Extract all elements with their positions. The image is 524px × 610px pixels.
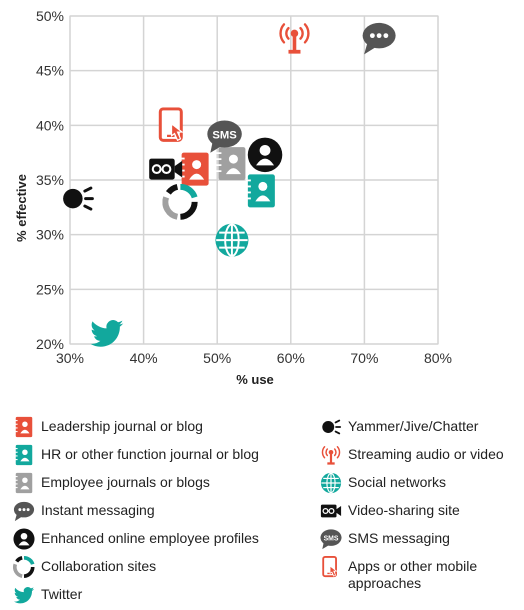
legend-label: Employee journals or blogs bbox=[41, 474, 210, 490]
legend-label: Yammer/Jive/Chatter bbox=[348, 418, 479, 434]
x-tick-label: 60% bbox=[277, 350, 305, 366]
legend-label: Video-sharing site bbox=[348, 502, 460, 518]
legend-item: Employee journals or blogs bbox=[13, 474, 303, 494]
legend-label: Instant messaging bbox=[41, 502, 155, 518]
y-tick-label: 35% bbox=[36, 172, 64, 188]
instant-messaging-icon bbox=[13, 500, 35, 522]
employee-blog-icon bbox=[216, 147, 245, 180]
svg-text:SMS: SMS bbox=[212, 130, 237, 142]
legend-label: Streaming audio or video bbox=[348, 446, 504, 462]
employee-profile-icon bbox=[13, 528, 35, 550]
sms-icon: SMS bbox=[207, 121, 242, 153]
x-tick-label: 70% bbox=[350, 350, 378, 366]
legend-item: Leadership journal or blog bbox=[13, 418, 303, 438]
mobile-apps-icon bbox=[160, 109, 182, 141]
y-tick-label: 40% bbox=[36, 117, 64, 133]
x-tick-label: 30% bbox=[56, 350, 84, 366]
legend-label: Twitter bbox=[41, 586, 83, 602]
legend-item: Streaming audio or video bbox=[320, 446, 520, 466]
legend-item: Social networks bbox=[320, 474, 520, 494]
y-tick-labels: 20% 25% 30% 35% 40% 45% 50% bbox=[36, 8, 64, 352]
y-tick-label: 20% bbox=[36, 336, 64, 352]
hr-blog-icon bbox=[246, 174, 275, 207]
employee-blog-icon bbox=[13, 472, 35, 494]
legend-item: SMS SMS messaging bbox=[320, 530, 520, 550]
leadership-blog-icon bbox=[13, 416, 35, 438]
y-tick-label: 45% bbox=[36, 63, 64, 79]
leadership-blog-icon bbox=[179, 153, 208, 186]
x-axis-title: % use bbox=[236, 372, 274, 387]
legend-label: Social networks bbox=[348, 474, 447, 490]
social-network-icon bbox=[215, 224, 248, 257]
streaming-icon bbox=[320, 444, 342, 466]
legend-item: Apps or other mobile approaches bbox=[320, 558, 490, 592]
y-tick-label: 50% bbox=[36, 8, 64, 24]
sms-icon: SMS bbox=[320, 528, 342, 550]
legend-label: HR or other function journal or blog bbox=[41, 446, 259, 462]
employee-profile-icon bbox=[248, 138, 282, 173]
legend-label: SMS messaging bbox=[348, 530, 450, 546]
social-network-icon bbox=[320, 472, 342, 494]
collaboration-icon bbox=[13, 556, 35, 578]
data-points: SMS bbox=[63, 23, 396, 347]
legend-item: Twitter bbox=[13, 586, 303, 606]
mobile-apps-icon bbox=[320, 556, 342, 578]
svg-text:SMS: SMS bbox=[324, 535, 339, 542]
video-sharing-icon bbox=[320, 500, 342, 522]
hr-blog-icon bbox=[13, 444, 35, 466]
legend-item: Collaboration sites bbox=[13, 558, 303, 578]
legend: Leadership journal or blog HR or other fu… bbox=[0, 412, 524, 609]
y-tick-label: 30% bbox=[36, 227, 64, 243]
twitter-icon bbox=[13, 584, 35, 606]
legend-item: HR or other function journal or blog bbox=[13, 446, 303, 466]
legend-label: Apps or other mobile approaches bbox=[348, 558, 478, 591]
legend-item: Enhanced online employee profiles bbox=[13, 530, 303, 550]
legend-item: Video-sharing site bbox=[320, 502, 520, 522]
yammer-icon bbox=[320, 416, 342, 438]
legend-item: Yammer/Jive/Chatter bbox=[320, 418, 520, 438]
legend-item: Instant messaging bbox=[13, 502, 303, 522]
legend-label: Leadership journal or blog bbox=[41, 418, 203, 434]
x-tick-label: 80% bbox=[424, 350, 452, 366]
y-axis-title: % effective bbox=[14, 174, 29, 242]
legend-label: Collaboration sites bbox=[41, 558, 157, 574]
x-tick-label: 50% bbox=[203, 350, 231, 366]
x-tick-labels: 30% 40% 50% 60% 70% 80% bbox=[56, 350, 452, 366]
legend-label: Enhanced online employee profiles bbox=[41, 530, 259, 546]
y-tick-label: 25% bbox=[36, 281, 64, 297]
x-tick-label: 40% bbox=[130, 350, 158, 366]
scatter-chart: 30% 40% 50% 60% 70% 80% 20% 25% 30% 35% 40% 45% 50%… bbox=[14, 8, 452, 387]
